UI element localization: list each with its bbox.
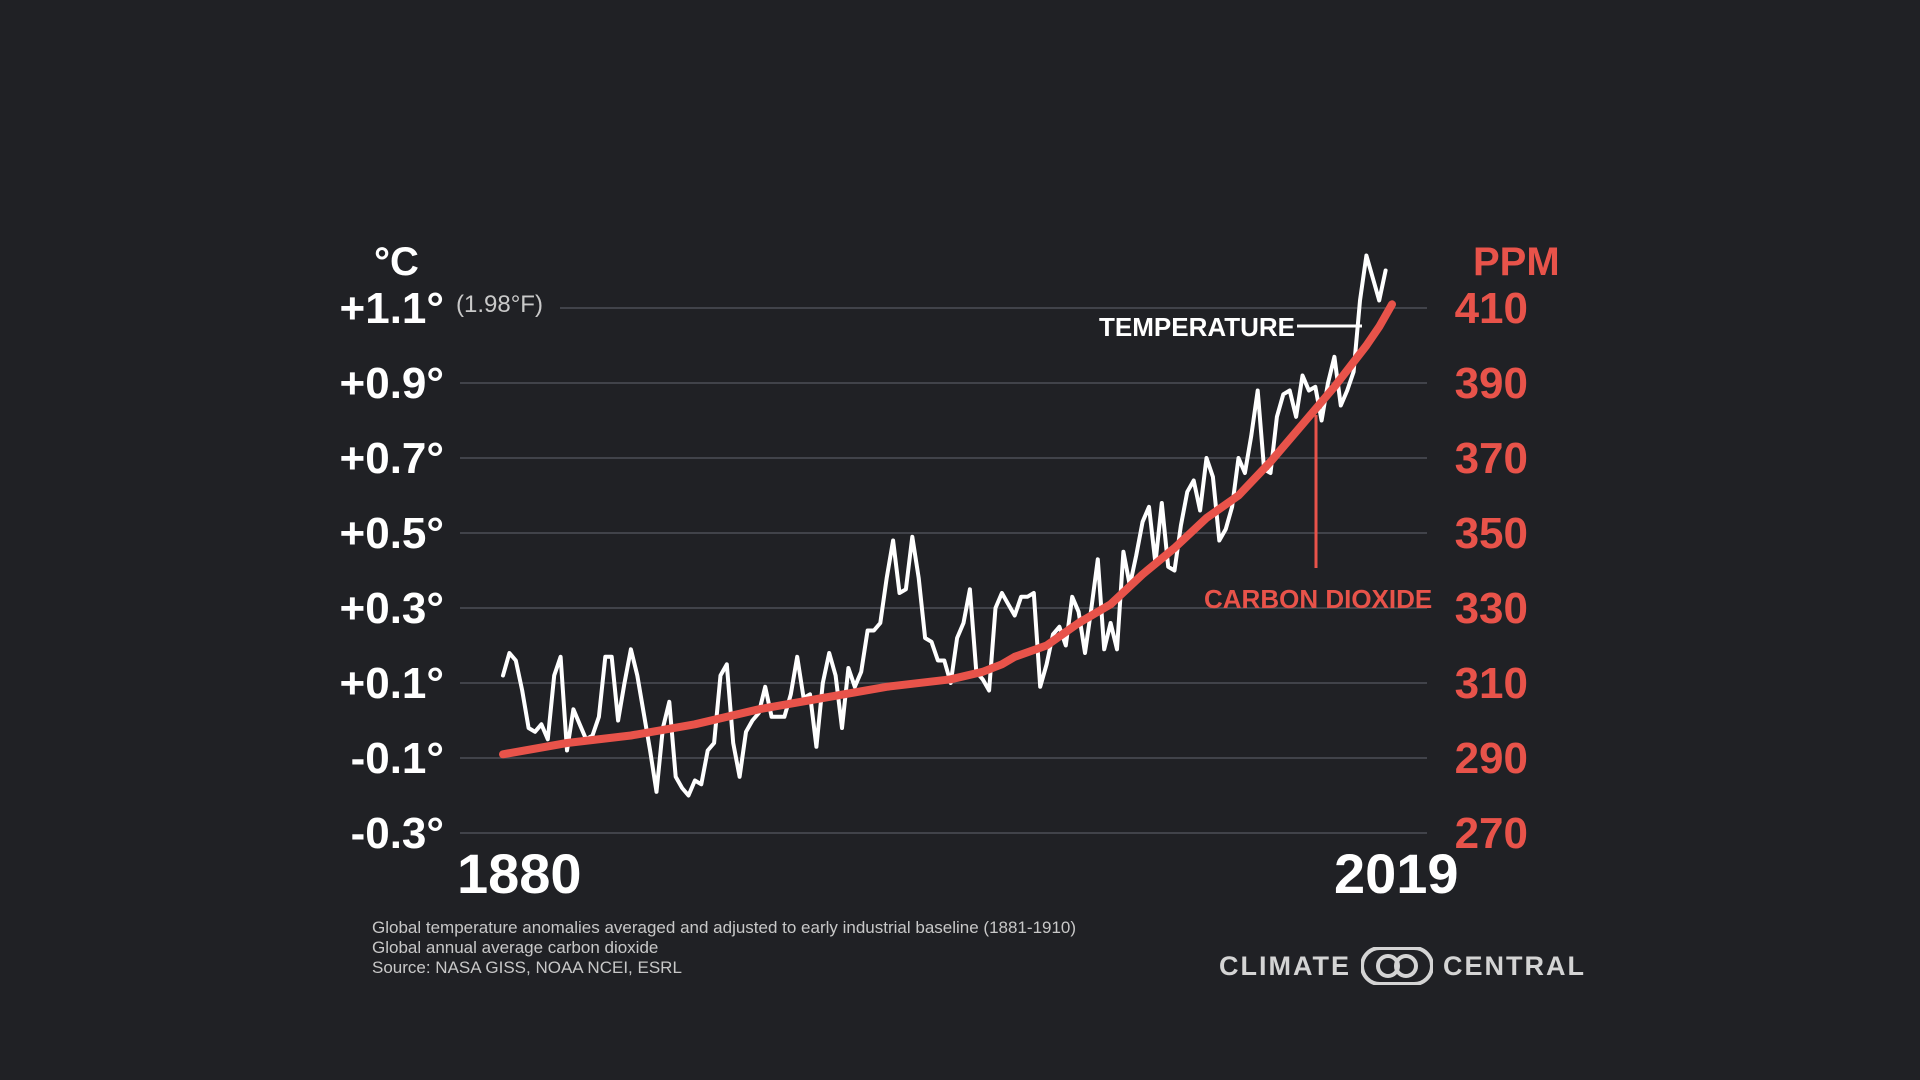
right-axis-tick-label: 290 [1455,734,1528,783]
climate-central-logo: CLIMATE CENTRAL [1219,944,1586,988]
right-axis-tick-label: 310 [1455,659,1528,708]
right-axis-unit: PPM [1473,240,1560,284]
right-axis-tick-label: 330 [1455,584,1528,633]
temperature-series-label: TEMPERATURE [1099,312,1295,342]
co2-series-line [499,300,1396,759]
left-axis-unit: °C [374,240,419,284]
right-axis-tick-label: 370 [1455,434,1528,483]
logo-rings-icon [1360,947,1433,985]
left-axis-tick-label: +0.5° [340,509,444,558]
left-axis-tick-label: +0.7° [340,434,444,483]
left-axis-ticks: +1.1° +0.9° +0.7° +0.5° +0.3° +0.1° -0.1° -0.3° [340,284,444,858]
right-axis-ticks: 410 390 370 350 330 310 290 270 [1455,284,1528,858]
temperature-series-line [501,253,1388,798]
fahrenheit-note: (1.98°F) [456,291,543,318]
left-axis-tick-label: +0.1° [340,659,444,708]
left-axis-tick-label: -0.3° [351,809,444,858]
right-axis-tick-label: 350 [1455,509,1528,558]
footnote-line: Global temperature anomalies averaged an… [372,918,1077,937]
co2-series-label: CARBON DIOXIDE [1204,584,1432,614]
logo-word-right: CENTRAL [1442,950,1586,981]
x-axis-start-label: 1880 [457,842,582,905]
logo-word-left: CLIMATE [1219,950,1351,981]
gridlines [460,307,1427,834]
footnote-source: Source: NASA GISS, NOAA NCEI, ESRL [372,958,682,977]
left-axis-tick-label: +0.3° [340,584,444,633]
right-axis-tick-label: 390 [1455,359,1528,408]
right-axis-tick-label: 270 [1455,809,1528,858]
footnotes: Global temperature anomalies averaged an… [372,918,1076,978]
left-axis-tick-label: +0.9° [340,359,444,408]
right-axis-tick-label: 410 [1455,284,1528,333]
x-axis-end-label: 2019 [1334,842,1459,905]
footnote-line: Global annual average carbon dioxide [372,938,659,957]
left-axis-tick-label: +1.1° [340,284,444,333]
left-axis-tick-label: -0.1° [351,734,444,783]
